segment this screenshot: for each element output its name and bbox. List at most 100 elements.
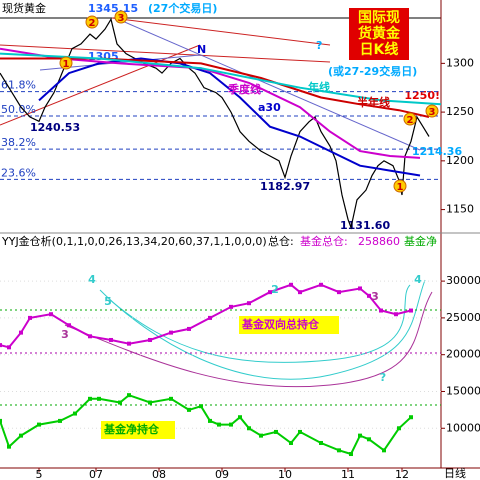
point <box>238 415 242 420</box>
x-tick-label: 5 <box>36 468 43 480</box>
marker-circle <box>59 56 73 70</box>
point <box>382 448 386 453</box>
point <box>367 293 371 298</box>
title-box <box>349 8 409 60</box>
marker-label: 2 <box>271 283 279 296</box>
point <box>319 440 323 445</box>
indicator-header: 总仓: <box>268 234 294 248</box>
series-line <box>38 57 421 177</box>
annotation: (27个交易日) <box>148 1 217 15</box>
point <box>7 444 11 449</box>
marker-circle <box>393 179 407 193</box>
point <box>319 282 323 287</box>
point <box>0 418 2 423</box>
y-tick-label: 25000 <box>446 311 480 324</box>
annotation: 1250! <box>404 89 440 102</box>
point <box>148 400 152 405</box>
point <box>337 290 341 295</box>
point <box>37 422 41 427</box>
point <box>259 433 263 438</box>
point <box>127 341 131 346</box>
annotation: 1131.60 <box>340 219 390 232</box>
marker-label: 4 <box>414 273 422 286</box>
label-box <box>239 316 339 334</box>
title-line: 日K线 <box>360 41 399 58</box>
fib-label: 50.0% <box>1 103 36 116</box>
point <box>289 282 293 287</box>
point <box>199 404 203 409</box>
point <box>19 433 23 438</box>
series-label: a30 <box>258 101 281 114</box>
y-tick-label: 1200 <box>446 154 474 167</box>
point <box>28 315 32 320</box>
point <box>19 330 23 335</box>
indicator-header: 基金净 <box>404 234 437 248</box>
marker-label: ? <box>380 371 386 384</box>
point <box>298 290 302 295</box>
point <box>268 290 272 295</box>
point <box>337 448 341 453</box>
channel-line <box>119 19 421 151</box>
marker-label: 2 <box>407 115 414 126</box>
point <box>394 312 398 317</box>
indicator-header: 基金总仓: <box>300 234 348 248</box>
x-tick-label: 10 <box>278 468 292 480</box>
x-tick-label: 08 <box>152 468 166 480</box>
fib-label: 61.8% <box>1 79 36 92</box>
series-label: 基金净持仓 <box>103 422 160 436</box>
indicator-header: 258860 <box>358 235 400 248</box>
point <box>73 411 77 416</box>
y-tick-label: 30000 <box>446 274 480 287</box>
point <box>208 418 212 423</box>
projection-curve <box>99 279 426 380</box>
point <box>409 415 413 420</box>
point <box>208 315 212 320</box>
point <box>148 337 152 342</box>
y-tick-label: 1300 <box>446 56 474 69</box>
y-tick-label: 1150 <box>446 203 474 216</box>
point <box>187 407 191 412</box>
title-line: 货黄金 <box>357 25 401 42</box>
series-label: 基金双向总持仓 <box>241 317 320 331</box>
point <box>7 345 11 350</box>
point <box>58 418 62 423</box>
point <box>97 396 101 401</box>
fib-label: 23.6% <box>1 166 36 179</box>
point <box>118 400 122 405</box>
title-line: 国际现 <box>358 10 400 26</box>
point <box>349 452 353 457</box>
annotation: (或27-29交易日) <box>328 64 417 78</box>
y-tick-label: 20000 <box>446 348 480 361</box>
point <box>409 308 413 313</box>
point <box>187 326 191 331</box>
point <box>247 426 251 431</box>
y-tick-label: 1250 <box>446 105 474 118</box>
point <box>367 437 371 442</box>
x-axis-label: 日线 <box>444 466 466 480</box>
indicator-header: YYJ金仓析(0,1,1,0,0,26,13,34,20,60,37,1,1,0… <box>1 234 267 248</box>
fib-label: 38.2% <box>1 136 36 149</box>
point <box>109 337 113 342</box>
point <box>229 422 233 427</box>
x-tick-label: 12 <box>395 468 409 480</box>
series-label: 季度线 <box>227 82 261 96</box>
trend-line <box>111 17 331 46</box>
point <box>0 343 2 348</box>
marker-label: 3 <box>61 328 69 341</box>
y-tick-label: 10000 <box>446 421 480 434</box>
series-line <box>0 47 421 159</box>
annotation: N <box>197 43 206 56</box>
point <box>358 433 362 438</box>
point <box>88 396 92 401</box>
marker-label: 1 <box>397 182 404 193</box>
marker-label: 4 <box>88 273 96 286</box>
point <box>67 323 71 328</box>
chart-title: 现货黄金 <box>2 1 46 15</box>
point <box>247 301 251 306</box>
point <box>127 393 131 398</box>
point <box>298 429 302 434</box>
point <box>379 308 383 313</box>
marker-circle <box>403 112 417 126</box>
marker-label: 1 <box>63 59 70 70</box>
